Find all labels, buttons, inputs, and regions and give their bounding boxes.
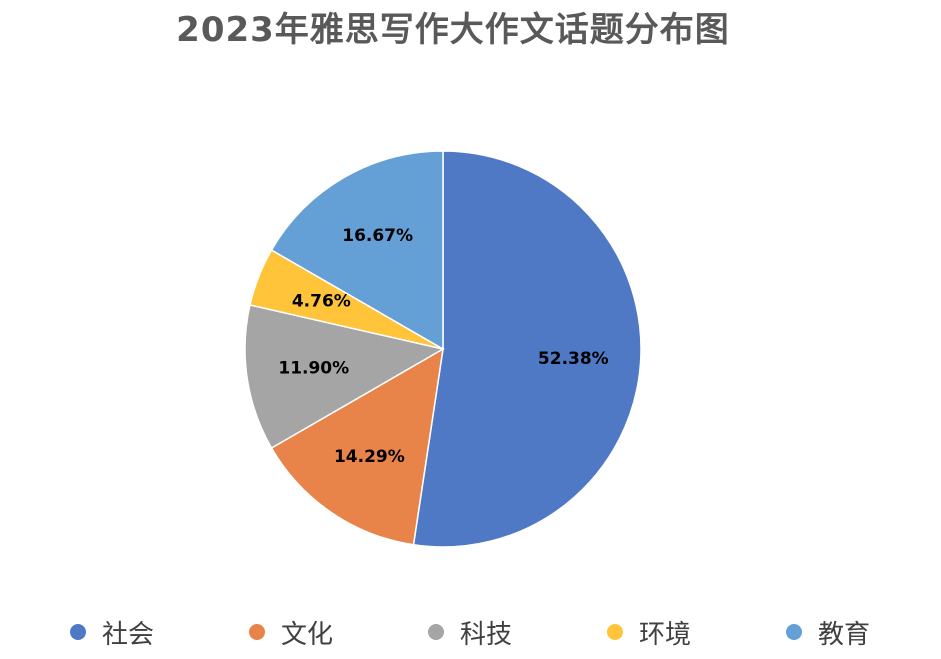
legend-item: 教育 <box>785 614 870 651</box>
legend-marker <box>785 624 802 640</box>
legend-marker <box>70 624 86 640</box>
slice-label: 52.38% <box>538 349 609 369</box>
legend-label: 教育 <box>817 619 870 650</box>
pie-slice <box>244 304 446 449</box>
legend-item: 文化 <box>248 614 333 651</box>
legend-label: 社会 <box>102 619 155 650</box>
chart-title: 2023年雅思写作大作文话题分布图 <box>176 10 730 50</box>
slice-label: 14.29% <box>334 447 405 467</box>
legend-item: 科技 <box>427 614 512 651</box>
legend-item: 社会 <box>70 614 154 651</box>
legend: 社会 文化 科技 环境 教育 <box>70 612 870 652</box>
slice-label: 11.90% <box>278 358 349 378</box>
slice-label: 4.76% <box>292 291 351 311</box>
pie-slice <box>270 150 444 351</box>
legend-marker <box>427 624 444 640</box>
pie-slice <box>270 347 444 546</box>
slice-label: 16.67% <box>342 226 413 246</box>
legend-marker <box>248 624 265 640</box>
legend-label: 文化 <box>280 619 333 650</box>
legend-marker <box>606 624 623 640</box>
legend-item: 环境 <box>606 614 691 651</box>
pie-chart: 52.38% 14.29% 11.90% 4.76% 16.67% <box>244 150 642 548</box>
pie-slice <box>412 150 642 548</box>
legend-label: 环境 <box>638 619 691 650</box>
legend-label: 科技 <box>459 619 512 650</box>
